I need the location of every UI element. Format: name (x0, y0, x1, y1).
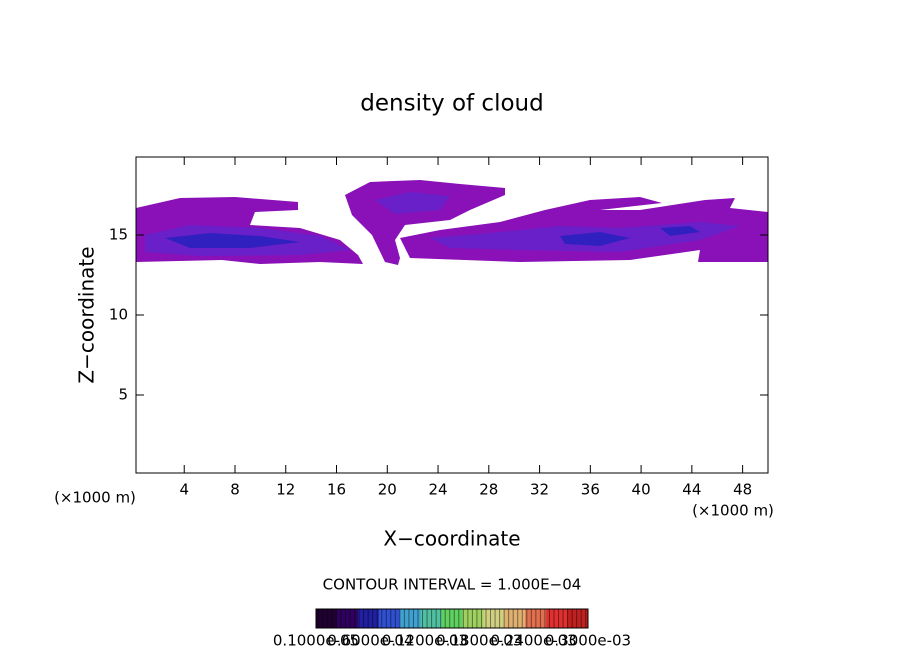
cloud-field (136, 180, 768, 265)
y-tick-label: 10 (109, 306, 128, 324)
colorbar-label: 0.3000e-03 (545, 632, 631, 650)
x-tick-label: 8 (230, 481, 240, 499)
colorbar-segment (504, 609, 526, 628)
chart-title: density of cloud (360, 91, 543, 117)
colorbar-label: 0.1800e-03 (436, 632, 522, 650)
colorbar-segment (316, 609, 338, 628)
colorbar-segment (399, 609, 422, 628)
x-tick-label: 16 (327, 481, 346, 499)
colorbar-segment (357, 609, 380, 628)
y-tick-label: 15 (109, 226, 128, 244)
contour-interval: CONTOUR INTERVAL = 1.000E−04 (323, 576, 582, 594)
colorbar-segment (567, 609, 589, 628)
colorbar-segment (462, 609, 484, 628)
x-tick-label: 40 (632, 481, 651, 499)
x-tick-label: 48 (733, 481, 752, 499)
x-tick-label: 44 (682, 481, 701, 499)
colorbar-label: 0.6000e-04 (327, 632, 413, 650)
cloud-region (375, 192, 450, 214)
colorbar-segment (336, 609, 359, 628)
colorbar-segment (525, 609, 547, 628)
colorbar-segment (378, 609, 401, 628)
x-tick-label: 24 (428, 481, 447, 499)
x-unit-label: (×1000 m) (54, 489, 136, 507)
cloud-region (660, 226, 700, 236)
cloud-region (165, 233, 300, 248)
colorbar-label: 0.2400e-03 (490, 632, 576, 650)
colorbar-label: 0.1000e-05 (273, 632, 359, 650)
x-tick-label: 4 (179, 481, 189, 499)
x-tick-label: 36 (581, 481, 600, 499)
colorbar-segment (441, 609, 463, 628)
x-tick-label: 28 (479, 481, 498, 499)
colorbar-segment (420, 609, 443, 628)
cloud-region (560, 232, 630, 246)
y-axis-label: Z−coordinate (75, 246, 99, 383)
x-axis-label: X−coordinate (383, 527, 520, 551)
colorbar-segment (546, 609, 568, 628)
y-tick-label: 5 (118, 386, 128, 404)
colorbar-frame (315, 608, 589, 629)
x-unit-label: (×1000 m) (692, 502, 774, 520)
colorbar-segment (483, 609, 505, 628)
x-tick-label: 12 (276, 481, 295, 499)
colorbar-label: 0.1200e-03 (382, 632, 468, 650)
x-tick-label: 32 (530, 481, 549, 499)
x-tick-label: 20 (378, 481, 397, 499)
